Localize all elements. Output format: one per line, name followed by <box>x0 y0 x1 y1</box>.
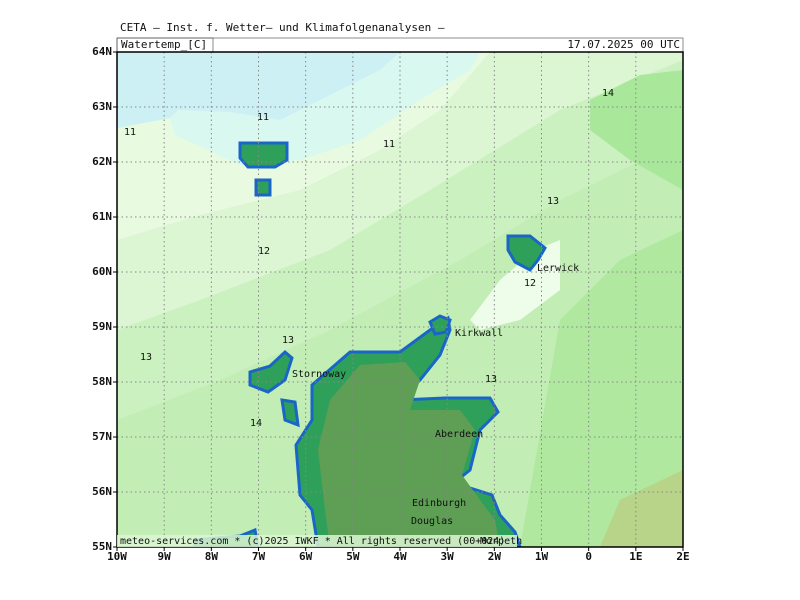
contour-label: 13 <box>547 196 559 207</box>
contour-label: 11 <box>383 139 395 150</box>
contour-label: 14 <box>602 88 614 99</box>
contour-label: 13 <box>485 374 497 385</box>
header-institute: CETA – Inst. f. Wetter– und Klimafolgena… <box>120 21 445 34</box>
lat-label: 63N <box>92 100 112 113</box>
lon-label: 1W <box>535 550 549 563</box>
lat-label: 55N <box>92 540 112 553</box>
lon-label: 2W <box>488 550 502 563</box>
lat-label: 58N <box>92 375 112 388</box>
lon-label: 7W <box>252 550 266 563</box>
place-label: Lerwick <box>537 263 579 274</box>
graticule <box>117 52 683 547</box>
lat-label: 64N <box>92 45 112 58</box>
lat-label: 56N <box>92 485 112 498</box>
lat-label: 60N <box>92 265 112 278</box>
footer-bg <box>117 535 517 547</box>
contour-label: 14 <box>250 418 262 429</box>
datetime: 17.07.2025 00 UTC <box>567 38 680 51</box>
place-label: Aberdeen <box>435 429 483 440</box>
lon-label: 4W <box>393 550 407 563</box>
lon-label: 6W <box>299 550 313 563</box>
contour-label: 13 <box>282 335 294 346</box>
lat-label: 61N <box>92 210 112 223</box>
lat-label: 57N <box>92 430 112 443</box>
lon-label: 9W <box>158 550 172 563</box>
footer: meteo-services.com * (c)2025 IWKF * All … <box>120 536 505 547</box>
lon-label: 3W <box>441 550 455 563</box>
lon-label: 2E <box>676 550 689 563</box>
parameter: Watertemp_[C] <box>121 38 207 51</box>
lat-label: 59N <box>92 320 112 333</box>
place-label: Kirkwall <box>455 328 503 339</box>
place-label: Stornoway <box>292 369 346 380</box>
lon-label: 10W <box>107 550 127 563</box>
contour-label: 11 <box>257 112 269 123</box>
place-label: Morpeth <box>480 536 522 547</box>
place-label: Edinburgh <box>412 498 466 509</box>
lon-label: 0 <box>585 550 592 563</box>
lat-label: 62N <box>92 155 112 168</box>
place-label: Douglas <box>411 516 453 527</box>
lon-label: 1E <box>629 550 642 563</box>
contour-label: 11 <box>124 127 136 138</box>
contour-label: 12 <box>524 278 536 289</box>
contour-label: 12 <box>258 246 270 257</box>
contour-label: 13 <box>140 352 152 363</box>
lon-label: 8W <box>205 550 219 563</box>
lon-label: 5W <box>346 550 360 563</box>
